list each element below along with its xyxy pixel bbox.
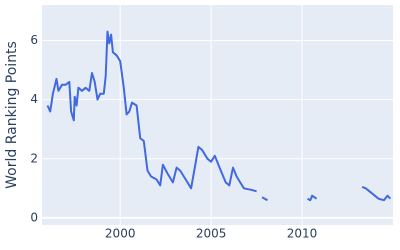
y-tick-label: 2 xyxy=(30,151,38,165)
line xyxy=(46,30,392,202)
x-tick-label: 2005 xyxy=(196,227,227,241)
x-tick-label: 2010 xyxy=(287,227,318,241)
x-tick-label: 2000 xyxy=(105,227,136,241)
y-tick-label: 4 xyxy=(30,92,38,106)
y-tick-label: 0 xyxy=(30,210,38,224)
y-axis-title: World Ranking Points xyxy=(4,41,20,189)
y-tick-label: 6 xyxy=(30,33,38,47)
plot-area xyxy=(42,5,393,225)
